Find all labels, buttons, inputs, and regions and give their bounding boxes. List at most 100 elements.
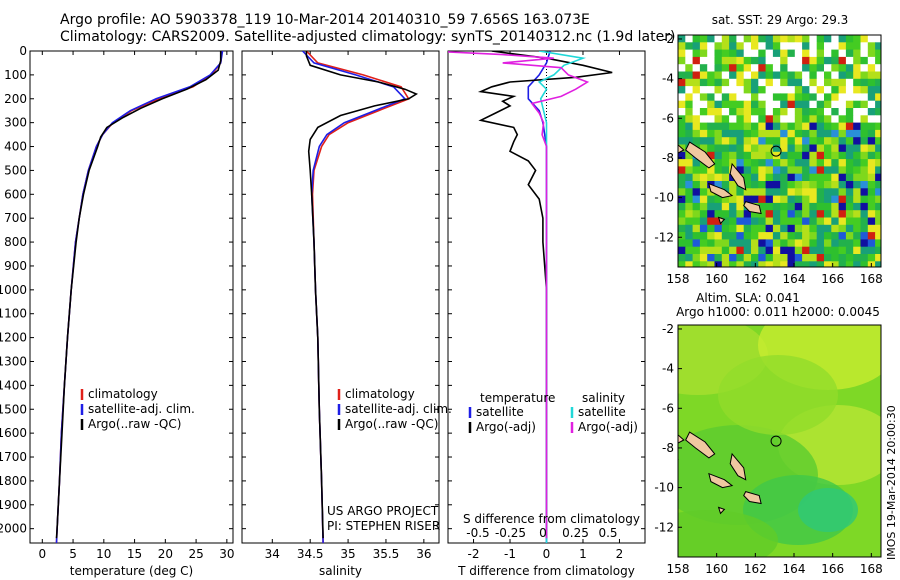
map-cell	[721, 181, 730, 189]
map-cell	[824, 137, 832, 145]
map-cell	[875, 144, 881, 153]
map-cell	[692, 232, 701, 240]
map-cell	[845, 195, 854, 204]
map-cell	[809, 122, 818, 131]
map-cell	[853, 159, 861, 167]
map-cell	[824, 129, 832, 138]
map-cell	[816, 188, 825, 197]
map-cell	[772, 224, 781, 233]
map-cell	[838, 129, 847, 138]
map-cell	[824, 93, 832, 102]
map-cell	[685, 239, 694, 248]
map-cell	[838, 261, 847, 267]
map-cell	[809, 137, 818, 145]
map-cell	[721, 239, 730, 248]
map-cell	[678, 181, 686, 189]
map-cell	[765, 261, 774, 267]
map-cell	[692, 181, 701, 189]
map-cell	[692, 239, 701, 248]
y-tick-label: 600	[4, 187, 27, 201]
map-cell	[845, 129, 854, 138]
map-cell	[721, 64, 730, 72]
map-cell	[845, 42, 854, 51]
map-cell	[772, 210, 781, 218]
map-cell	[772, 129, 781, 138]
map-cell	[787, 254, 796, 262]
sst_map-frame	[677, 34, 882, 268]
map-cell	[721, 115, 730, 124]
map-cell	[751, 166, 759, 175]
map-cell	[692, 246, 701, 255]
map-cell	[765, 71, 774, 80]
map-cell	[875, 86, 881, 94]
map-cell	[816, 159, 825, 167]
map-cell	[831, 173, 840, 182]
map-cell	[758, 188, 767, 197]
map-cell	[875, 56, 881, 65]
map-cell	[831, 78, 840, 87]
map-cell	[765, 78, 774, 87]
map-cell	[758, 151, 767, 160]
map-cell	[692, 217, 701, 226]
map-cell	[772, 56, 781, 65]
map-cell	[699, 122, 708, 131]
map-cell	[824, 144, 832, 153]
map-cell	[875, 151, 881, 160]
series-line	[305, 51, 419, 539]
map-cell	[780, 202, 788, 211]
legend-label: Argo(-adj)	[476, 420, 536, 434]
map-cell	[736, 137, 745, 145]
x-tick-label: 10	[96, 547, 111, 561]
map-cell	[838, 210, 847, 218]
map-cell	[692, 100, 701, 109]
map-cell	[838, 232, 847, 240]
map-cell	[729, 78, 737, 87]
map-cell	[743, 232, 752, 240]
x-tick-label: 166	[821, 562, 844, 576]
map-cell	[765, 173, 774, 182]
map-cell	[860, 173, 869, 182]
map-cell	[678, 217, 686, 226]
map-cell	[816, 261, 825, 267]
map-cell	[692, 122, 701, 131]
imos-side-label: IMOS 19-Mar-2014 20:00:30	[885, 405, 898, 560]
map-cell	[714, 71, 723, 80]
map-cell	[794, 210, 803, 218]
map-cell	[875, 49, 881, 58]
map-cell	[824, 232, 832, 240]
map-cell	[816, 93, 825, 102]
map-cell	[780, 195, 788, 204]
map-cell	[765, 246, 774, 255]
map-cell	[707, 93, 715, 102]
map-cell	[758, 93, 767, 102]
map-cell	[875, 232, 881, 240]
map-cell	[794, 42, 803, 51]
map-cell	[809, 202, 818, 211]
y-tick-label: 400	[4, 140, 27, 154]
map-cell	[831, 129, 840, 138]
map-cell	[831, 122, 840, 131]
map-cell	[772, 246, 781, 255]
map-cell	[787, 151, 796, 160]
map-cell	[714, 144, 723, 153]
map-cell	[780, 78, 788, 87]
map-cell	[875, 159, 881, 167]
map-cell	[809, 129, 818, 138]
map-cell	[729, 86, 737, 94]
map-cell	[729, 64, 737, 72]
map-cell	[780, 217, 788, 226]
map-cell	[758, 202, 767, 211]
map-cell	[699, 232, 708, 240]
map-cell	[721, 173, 730, 182]
map-cell	[772, 239, 781, 248]
map-cell	[867, 181, 876, 189]
map-cell	[714, 239, 723, 248]
x-tick-label: 35	[340, 547, 355, 561]
map-cell	[765, 151, 774, 160]
map-cell	[707, 195, 715, 204]
map-cell	[692, 202, 701, 211]
map-cell	[831, 232, 840, 240]
map-cell	[714, 86, 723, 94]
map-cell	[714, 115, 723, 124]
map-cell	[787, 173, 796, 182]
